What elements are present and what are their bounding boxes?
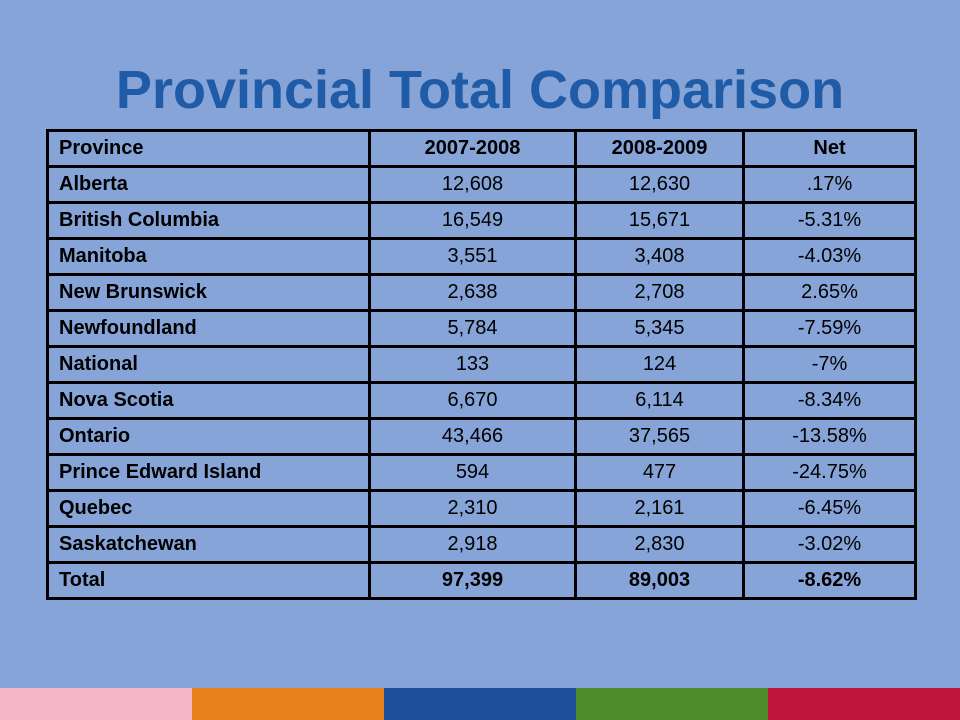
net-cell: -5.31% <box>742 201 917 240</box>
table-row: British Columbia 16,549 15,671 -5.31% <box>46 201 917 240</box>
net-cell: -7% <box>742 345 917 384</box>
net-cell: -3.02% <box>742 525 917 564</box>
value-2007-2008-cell: 2,638 <box>368 273 577 312</box>
footer-segment <box>576 688 768 720</box>
value-2007-2008-cell: 5,784 <box>368 309 577 348</box>
table-row: Manitoba 3,551 3,408 -4.03% <box>46 237 917 276</box>
value-2008-2009-cell: 37,565 <box>574 417 745 456</box>
value-2007-2008-cell: 594 <box>368 453 577 492</box>
province-cell: Quebec <box>46 489 371 528</box>
net-cell: .17% <box>742 165 917 204</box>
value-2008-2009-cell: 89,003 <box>574 561 745 600</box>
value-2008-2009-cell: 124 <box>574 345 745 384</box>
footer-segment <box>768 688 960 720</box>
table-row: Alberta 12,608 12,630 .17% <box>46 165 917 204</box>
slide-title: Provincial Total Comparison <box>115 60 845 120</box>
province-cell: British Columbia <box>46 201 371 240</box>
value-2007-2008-cell: 43,466 <box>368 417 577 456</box>
table-header-row: Province 2007-2008 2008-2009 Net <box>46 129 917 168</box>
value-2008-2009-cell: 2,708 <box>574 273 745 312</box>
value-2007-2008-cell: 6,670 <box>368 381 577 420</box>
net-cell: -8.62% <box>742 561 917 600</box>
value-2008-2009-cell: 3,408 <box>574 237 745 276</box>
net-cell: -4.03% <box>742 237 917 276</box>
table-row: Prince Edward Island 594 477 -24.75% <box>46 453 917 492</box>
net-cell: -24.75% <box>742 453 917 492</box>
province-comparison-table: Province 2007-2008 2008-2009 Net Alberta… <box>46 129 917 600</box>
value-2008-2009-cell: 5,345 <box>574 309 745 348</box>
value-2008-2009-cell: 6,114 <box>574 381 745 420</box>
value-2007-2008-cell: 133 <box>368 345 577 384</box>
net-cell: -7.59% <box>742 309 917 348</box>
value-2008-2009-cell: 2,161 <box>574 489 745 528</box>
value-2008-2009-cell: 477 <box>574 453 745 492</box>
value-2007-2008-cell: 12,608 <box>368 165 577 204</box>
province-cell: Prince Edward Island <box>46 453 371 492</box>
value-2008-2009-cell: 2,830 <box>574 525 745 564</box>
table-total-row: Total 97,399 89,003 -8.62% <box>46 561 917 600</box>
province-cell: New Brunswick <box>46 273 371 312</box>
footer-segment <box>192 688 384 720</box>
table-row: Ontario 43,466 37,565 -13.58% <box>46 417 917 456</box>
value-2008-2009-cell: 12,630 <box>574 165 745 204</box>
province-cell: Saskatchewan <box>46 525 371 564</box>
table-row: Quebec 2,310 2,161 -6.45% <box>46 489 917 528</box>
table-row: National 133 124 -7% <box>46 345 917 384</box>
province-cell: Newfoundland <box>46 309 371 348</box>
value-2007-2008-cell: 97,399 <box>368 561 577 600</box>
net-cell: 2.65% <box>742 273 917 312</box>
net-cell: -8.34% <box>742 381 917 420</box>
province-cell: Total <box>46 561 371 600</box>
header-net: Net <box>742 129 917 168</box>
province-cell: Nova Scotia <box>46 381 371 420</box>
header-2007-2008: 2007-2008 <box>368 129 577 168</box>
value-2007-2008-cell: 16,549 <box>368 201 577 240</box>
table-row: New Brunswick 2,638 2,708 2.65% <box>46 273 917 312</box>
header-province: Province <box>46 129 371 168</box>
header-2008-2009: 2008-2009 <box>574 129 745 168</box>
province-cell: Ontario <box>46 417 371 456</box>
province-cell: Alberta <box>46 165 371 204</box>
net-cell: -13.58% <box>742 417 917 456</box>
net-cell: -6.45% <box>742 489 917 528</box>
table-row: Newfoundland 5,784 5,345 -7.59% <box>46 309 917 348</box>
province-cell: Manitoba <box>46 237 371 276</box>
footer-color-bar <box>0 688 960 720</box>
table-row: Saskatchewan 2,918 2,830 -3.02% <box>46 525 917 564</box>
value-2008-2009-cell: 15,671 <box>574 201 745 240</box>
table-row: Nova Scotia 6,670 6,114 -8.34% <box>46 381 917 420</box>
value-2007-2008-cell: 2,918 <box>368 525 577 564</box>
footer-segment <box>384 688 576 720</box>
value-2007-2008-cell: 2,310 <box>368 489 577 528</box>
province-cell: National <box>46 345 371 384</box>
footer-segment <box>0 688 192 720</box>
value-2007-2008-cell: 3,551 <box>368 237 577 276</box>
